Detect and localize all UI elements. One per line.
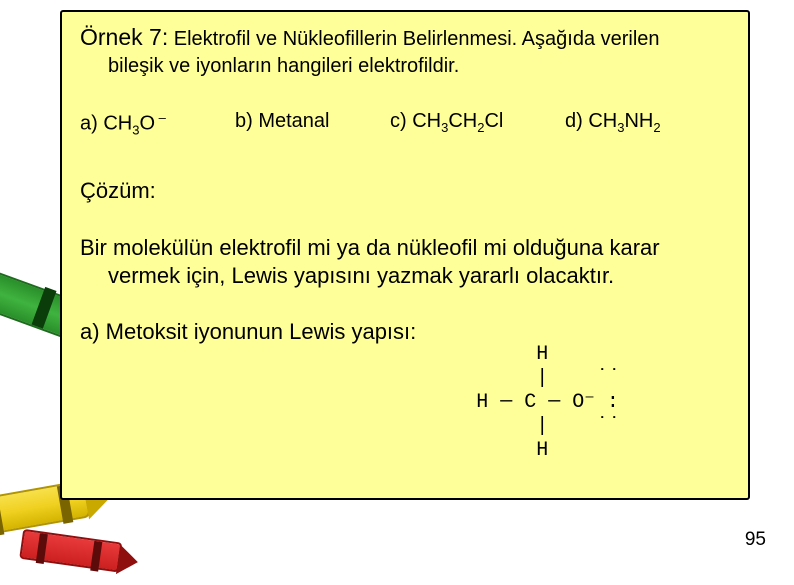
explanation-line1: Bir molekülün elektrofil mi ya da nükleo…: [80, 234, 730, 263]
option-d-sub2: 2: [653, 120, 660, 135]
lewis-line4: | ˙˙: [476, 415, 620, 438]
crayon-red-icon: [18, 529, 142, 585]
option-a-mid: O: [139, 113, 155, 135]
option-c-mid1: CH: [448, 110, 477, 132]
explanation-line2: vermek için, Lewis yapısını yazmak yarar…: [80, 262, 730, 291]
solution-label: Çözüm:: [80, 178, 730, 204]
example-title-text: Elektrofil ve Nükleofillerin Belirlenmes…: [168, 28, 659, 50]
lewis-label: a) Metoksit iyonunun Lewis yapısı:: [80, 319, 416, 463]
option-b-label: b) Metanal: [235, 110, 330, 132]
option-a-sup: –: [155, 110, 166, 125]
example-title: Örnek 7: Elektrofil ve Nükleofillerin Be…: [80, 22, 730, 53]
example-title-line2: bileşik ve iyonların hangileri elektrofi…: [80, 53, 730, 80]
lewis-line1: H: [476, 343, 548, 366]
option-c: c) CH3CH2Cl: [390, 110, 565, 138]
option-d: d) CH3NH2: [565, 110, 725, 138]
option-d-mid1: NH: [624, 110, 653, 132]
option-c-label: c) CH: [390, 110, 441, 132]
option-c-tail: Cl: [484, 110, 503, 132]
lewis-line5: H: [476, 439, 548, 462]
lewis-row: a) Metoksit iyonunun Lewis yapısı: H | ˙…: [80, 319, 730, 463]
content-card: Örnek 7: Elektrofil ve Nükleofillerin Be…: [60, 10, 750, 500]
lewis-line3: H ─ C ─ O⁻ :: [476, 391, 619, 414]
option-a: a) CH3O –: [80, 110, 235, 138]
option-a-label: a) CH: [80, 113, 132, 135]
page-number: 95: [745, 529, 766, 551]
options-row: a) CH3O – b) Metanal c) CH3CH2Cl d) CH3N…: [80, 110, 730, 138]
example-number: Örnek 7:: [80, 24, 168, 50]
explanation-paragraph: Bir molekülün elektrofil mi ya da nükleo…: [80, 234, 730, 291]
option-b: b) Metanal: [235, 110, 390, 138]
lewis-line2: | ˙˙: [476, 367, 620, 390]
lewis-structure: H | ˙˙ H ─ C ─ O⁻ : | ˙˙ H: [476, 319, 620, 463]
option-d-label: d) CH: [565, 110, 617, 132]
